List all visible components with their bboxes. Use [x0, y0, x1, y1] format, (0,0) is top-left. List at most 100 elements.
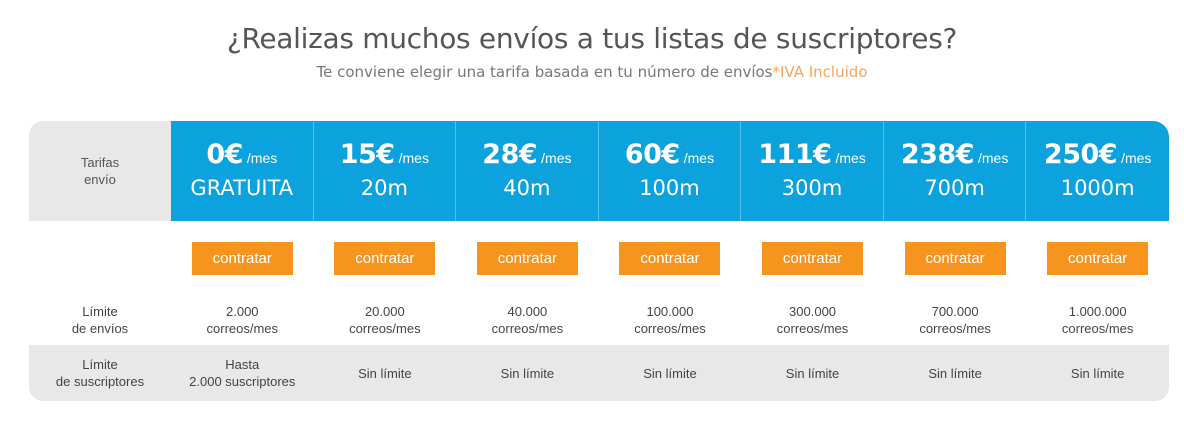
- send-limit-amount: 100.000: [646, 304, 694, 319]
- send-limit-unit: correos/mes: [776, 321, 849, 336]
- send-limit-unit: correos/mes: [919, 321, 991, 336]
- plan-volume: 20m: [360, 176, 408, 200]
- contract-button-cell: contratar: [1026, 242, 1169, 276]
- subscriber-limit-line1: Sin límite: [1070, 365, 1125, 381]
- contract-button[interactable]: contratar: [619, 242, 721, 275]
- subscriber-limit-label: Límite de suscriptores: [29, 345, 171, 401]
- send-limit-value: 40.000 correos/mes: [456, 296, 599, 344]
- send-limit-unit: correos/mes: [349, 321, 421, 336]
- pricing-header-row: Tarifas envío 0€/mes GRATUITA 15€/mes 20m 28…: [29, 121, 1169, 221]
- page-subtitle: Te conviene elegir una tarifa basada en …: [0, 63, 1184, 81]
- contract-button-cell: contratar: [884, 242, 1027, 276]
- plan-price: 60€: [624, 139, 680, 170]
- plan-header: 60€/mes 100m: [599, 121, 742, 221]
- per-month-label: /mes: [835, 150, 866, 166]
- contract-button[interactable]: contratar: [904, 242, 1006, 275]
- plan-header: 15€/mes 20m: [314, 121, 457, 221]
- subscriber-limit-line1: Sin límite: [928, 365, 982, 381]
- pricing-table: Tarifas envío 0€/mes GRATUITA 15€/mes 20m 28…: [29, 121, 1169, 401]
- send-limit-unit: correos/mes: [491, 321, 564, 336]
- plan-price: 238€: [900, 139, 975, 170]
- contract-button[interactable]: contratar: [191, 242, 293, 275]
- price-line: 60€/mes: [599, 140, 741, 174]
- send-limit-amount: 2.000: [226, 304, 259, 319]
- send-limit-row: Límite de envíos 2.000 correos/mes 20.000 c…: [29, 296, 1169, 344]
- price-line: 238€/mes: [884, 140, 1026, 174]
- subscriber-limit-line1: Sin límite: [500, 365, 555, 381]
- plan-volume: 700m: [924, 176, 985, 200]
- send-limit-amount: 1.000.000: [1068, 304, 1127, 319]
- subscriber-limit-line1: Sin límite: [785, 365, 840, 381]
- send-limit-amount: 700.000: [931, 304, 979, 319]
- plan-header: 111€/mes 300m: [741, 121, 884, 221]
- contract-button-cell: contratar: [456, 242, 599, 276]
- plan-volume: 40m: [503, 176, 551, 200]
- subscriber-limit-line1: Sin límite: [358, 365, 412, 381]
- plan-price: 111€: [758, 139, 832, 170]
- price-line: 250€/mes: [1026, 140, 1169, 174]
- plan-volume: GRATUITA: [190, 176, 294, 200]
- contract-button-cell: contratar: [171, 242, 314, 276]
- price-line: 0€/mes: [171, 140, 313, 174]
- subscriber-limit-row: Límite de suscriptores Hasta 2.000 suscri…: [29, 345, 1169, 401]
- plan-price: 28€: [482, 139, 538, 170]
- plan-header: 238€/mes 700m: [884, 121, 1027, 221]
- per-month-label: /mes: [978, 150, 1009, 166]
- subscriber-limit-line1: Sin límite: [643, 365, 697, 381]
- contract-button[interactable]: contratar: [334, 242, 436, 275]
- contract-button[interactable]: contratar: [762, 242, 864, 275]
- plan-volume: 300m: [781, 176, 843, 200]
- price-line: 28€/mes: [456, 140, 598, 174]
- contract-buttons-row: contratar contratar contratar contratar cont…: [171, 242, 1169, 276]
- plan-header: 0€/mes GRATUITA: [171, 121, 314, 221]
- send-limit-label: Límite de envíos: [29, 296, 171, 344]
- contract-button[interactable]: contratar: [476, 242, 578, 275]
- plan-headers: 0€/mes GRATUITA 15€/mes 20m 28€/mes 40m 60€/me…: [171, 121, 1169, 221]
- subscriber-limit-line1: Hasta: [225, 357, 260, 372]
- rate-label-line2: envío: [84, 172, 116, 187]
- per-month-label: /mes: [246, 150, 278, 166]
- subtitle-text: Te conviene elegir una tarifa basada en …: [316, 63, 773, 81]
- send-limit-value: 300.000 correos/mes: [741, 296, 884, 344]
- send-limit-amount: 300.000: [789, 304, 837, 319]
- price-line: 15€/mes: [314, 140, 456, 174]
- rate-label-line1: Tarifas: [80, 155, 120, 170]
- rate-label: Tarifas envío: [29, 121, 171, 221]
- contract-button-cell: contratar: [741, 242, 884, 276]
- send-limit-label-line2: de envíos: [71, 321, 129, 336]
- send-limit-value: 700.000 correos/mes: [884, 296, 1027, 344]
- subscriber-limit-value: Hasta 2.000 suscriptores: [171, 345, 314, 401]
- contract-button-cell: contratar: [314, 242, 457, 276]
- plan-header: 28€/mes 40m: [456, 121, 599, 221]
- per-month-label: /mes: [398, 150, 429, 166]
- subscriber-limit-value: Sin límite: [314, 345, 457, 401]
- subscriber-limit-value: Sin límite: [884, 345, 1027, 401]
- per-month-label: /mes: [683, 150, 715, 166]
- send-limit-value: 100.000 correos/mes: [599, 296, 742, 344]
- send-limit-unit: correos/mes: [206, 321, 279, 336]
- contract-button-cell: contratar: [599, 242, 742, 276]
- per-month-label: /mes: [1121, 150, 1152, 166]
- subscriber-limit-line2: 2.000 suscriptores: [189, 374, 296, 389]
- subscriber-limit-label-line1: Límite: [82, 357, 118, 372]
- send-limit-label-line1: Límite: [82, 304, 118, 319]
- send-limit-amount: 20.000: [364, 304, 405, 319]
- subscriber-limit-value: Sin límite: [1026, 345, 1169, 401]
- send-limit-value: 1.000.000 correos/mes: [1026, 296, 1169, 344]
- send-limit-amount: 40.000: [507, 304, 548, 319]
- subscriber-limit-value: Sin límite: [599, 345, 742, 401]
- send-limit-value: 2.000 correos/mes: [171, 296, 314, 344]
- page-title: ¿Realizas muchos envíos a tus listas de …: [226, 22, 958, 55]
- subscriber-limit-label-line2: de suscriptores: [55, 374, 145, 389]
- plan-volume: 1000m: [1060, 176, 1135, 200]
- per-month-label: /mes: [541, 150, 572, 166]
- iva-note: *IVA Incluido: [772, 63, 868, 81]
- plan-volume: 100m: [639, 176, 700, 200]
- plan-header: 250€/mes 1000m: [1026, 121, 1169, 221]
- contract-button[interactable]: contratar: [1047, 242, 1149, 275]
- send-limit-unit: correos/mes: [1061, 321, 1134, 336]
- plan-price: 0€: [206, 139, 243, 170]
- plan-price: 15€: [339, 139, 395, 170]
- send-limit-value: 20.000 correos/mes: [314, 296, 457, 344]
- subscriber-limit-value: Sin límite: [456, 345, 599, 401]
